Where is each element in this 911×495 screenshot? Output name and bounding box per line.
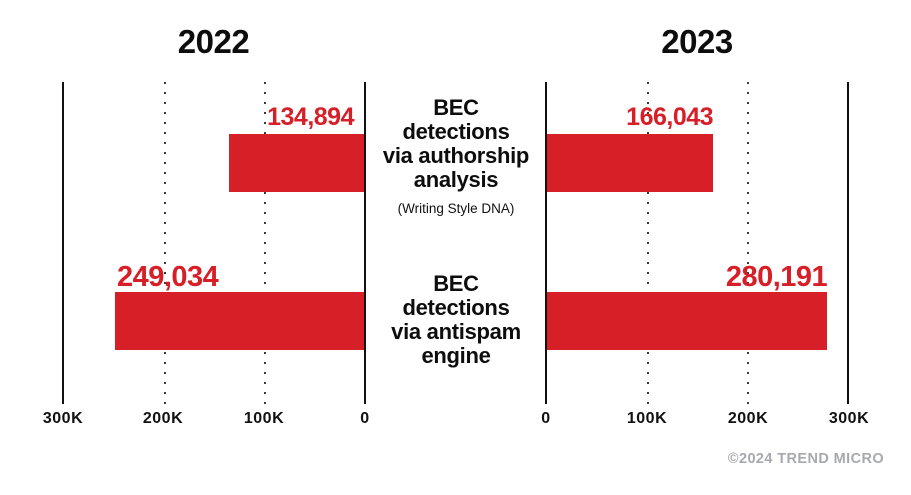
bar-2022-authorship: 134,894 xyxy=(229,103,364,192)
chart-panel-2023: 166,043 280,191 xyxy=(545,82,849,404)
year-title-2023: 2023 xyxy=(661,23,733,60)
value-label-2023-antispam: 280,191 xyxy=(725,261,828,293)
category-line: via antispam xyxy=(391,319,521,344)
x-tick-right-300k: 300K xyxy=(828,410,870,427)
category-line: detections xyxy=(402,119,510,144)
category-line: BEC xyxy=(433,271,479,296)
category-subtitle-writing-style-dna: (Writing Style DNA) xyxy=(397,201,515,216)
chart-panel-2022: 134,894 249,034 xyxy=(62,82,366,404)
x-tick-left-300k: 300K xyxy=(42,410,84,427)
bar-2023-authorship: 166,043 xyxy=(547,103,714,192)
x-tick-left-0: 0 xyxy=(360,410,370,427)
x-tick-left-200k: 200K xyxy=(142,410,184,427)
category-line: via authorship xyxy=(382,143,530,168)
x-tick-right-100k: 100K xyxy=(626,410,668,427)
category-line: engine xyxy=(421,343,491,368)
category-line: detections xyxy=(402,295,510,320)
category-line: analysis xyxy=(413,167,499,192)
category-label-antispam: BEC detections via antispam engine xyxy=(367,272,545,368)
year-title-2022: 2022 xyxy=(177,23,250,60)
x-tick-right-200k: 200K xyxy=(727,410,769,427)
gridline-100k xyxy=(264,82,266,404)
bar-2022-antispam: 249,034 xyxy=(114,261,364,350)
gridline-200k xyxy=(747,82,749,404)
x-tick-left-100k: 100K xyxy=(243,410,285,427)
value-label-2023-authorship: 166,043 xyxy=(626,103,714,131)
x-tick-right-0: 0 xyxy=(541,410,551,427)
value-label-2022-antispam: 249,034 xyxy=(116,261,219,293)
gridline-100k xyxy=(646,82,649,404)
copyright-notice: ©2024 TREND MICRO xyxy=(727,451,884,467)
gridline-200k xyxy=(163,82,166,404)
category-label-authorship: BEC detections via authorship analysis (… xyxy=(367,95,545,217)
value-label-2022-authorship: 134,894 xyxy=(267,103,354,131)
category-line: BEC xyxy=(433,95,479,120)
bar-2023-antispam: 280,191 xyxy=(547,261,828,350)
